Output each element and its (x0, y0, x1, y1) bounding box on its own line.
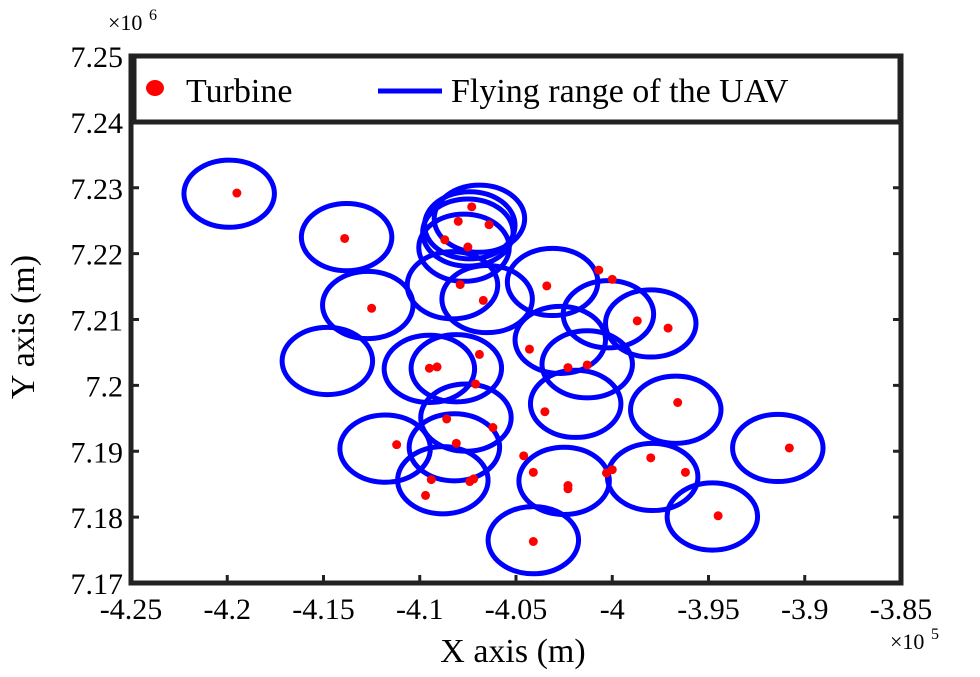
turbine-point (467, 202, 477, 212)
flying-range-ellipse (485, 504, 582, 577)
turbine-point (519, 451, 529, 461)
turbine-point (451, 438, 461, 448)
flying-range-ellipse (664, 480, 761, 553)
y-tick-label: 7.17 (71, 568, 124, 601)
turbine-point (528, 536, 538, 546)
x-tick-label: -3.9 (781, 593, 829, 626)
x-tick-label: -4.05 (485, 593, 548, 626)
turbine-point (424, 363, 434, 373)
y-tick-label: 7.25 (71, 41, 124, 74)
turbine-point (488, 423, 498, 433)
flying-range-ellipse (604, 440, 701, 514)
x-tick-label: -4.15 (292, 593, 355, 626)
turbine-point (426, 475, 436, 485)
turbine-point (563, 484, 573, 494)
y-axis-multiplier: ×10 6 (108, 7, 157, 35)
flying-range-ellipse (408, 332, 505, 405)
x-multiplier-exponent: 5 (931, 626, 939, 643)
x-axis-tick-labels: -4.25 -4.2 -4.15 -4.1 -4.05 -4 -3.95 -3.9 -3.85 (100, 593, 933, 626)
legend-turbine-marker (146, 80, 164, 96)
flying-range-ellipse (628, 373, 724, 446)
turbine-point (484, 220, 494, 230)
turbine-point (367, 303, 377, 313)
turbine-point (478, 295, 488, 305)
flying-range-ellipse (320, 268, 416, 342)
x-tick-label: -4.2 (204, 593, 252, 626)
y-multiplier-base: ×10 (108, 10, 142, 35)
turbine-point (421, 490, 431, 500)
x-multiplier-base: ×10 (890, 629, 924, 654)
turbine-point (542, 281, 552, 291)
turbine-point (455, 280, 465, 290)
flying-range-ellipse (279, 324, 376, 398)
turbine-point (680, 467, 690, 477)
flying-range-ellipse (439, 262, 535, 336)
turbine-point (646, 453, 656, 463)
turbine-point (632, 316, 642, 326)
turbine-point (392, 440, 402, 450)
turbine-point (784, 443, 794, 453)
flying-range-series (181, 157, 826, 577)
flying-range-ellipse (431, 182, 528, 255)
flying-range-ellipse (539, 328, 635, 401)
turbine-series (232, 188, 794, 546)
flying-range-ellipse (603, 287, 699, 360)
turbine-point (232, 188, 242, 198)
turbine-point (607, 465, 617, 475)
x-tick-label: -4.1 (396, 593, 444, 626)
turbine-point (469, 474, 479, 484)
x-tick-label: -4.25 (100, 593, 163, 626)
y-multiplier-exponent: 6 (149, 7, 157, 24)
turbine-point (471, 379, 481, 389)
turbine-point (524, 344, 534, 354)
turbine-point (663, 323, 673, 333)
y-tick-label: 7.2 (86, 370, 124, 403)
x-tick-label: -4 (600, 593, 625, 626)
turbine-point (474, 349, 484, 359)
flying-range-ellipse (730, 411, 826, 485)
y-tick-label: 7.19 (71, 436, 124, 469)
x-axis-title: X axis (m) (440, 633, 585, 670)
x-tick-label: -3.85 (870, 593, 933, 626)
flying-range-ellipse (406, 411, 503, 484)
legend-box (131, 53, 903, 125)
y-tick-label: 7.23 (71, 173, 124, 206)
turbine-point (713, 511, 723, 521)
y-axis-title: Y axis (m) (5, 255, 42, 399)
turbine-point (440, 235, 450, 245)
turbine-point (340, 233, 350, 243)
turbine-point (463, 242, 473, 252)
turbine-point (563, 363, 573, 373)
turbine-point (442, 414, 452, 424)
flying-range-ellipse (381, 332, 478, 406)
x-tick-label: -3.95 (677, 593, 740, 626)
turbine-point (528, 467, 538, 477)
flying-range-ellipse (527, 367, 624, 440)
legend: Turbine Flying range of the UAV (131, 53, 903, 125)
y-tick-label: 7.21 (71, 305, 124, 338)
flying-range-ellipse (395, 444, 491, 517)
turbine-point (594, 265, 604, 275)
flying-range-ellipse (181, 157, 277, 230)
legend-range-label: Flying range of the UAV (451, 73, 789, 110)
y-tick-label: 7.24 (71, 107, 124, 140)
turbine-point (607, 274, 617, 284)
plot-area-frame (128, 53, 904, 586)
legend-turbine-label: Turbine (186, 73, 292, 110)
x-axis-multiplier: ×10 5 (890, 626, 939, 654)
turbine-point (582, 360, 592, 370)
flying-range-ellipse (416, 211, 512, 284)
turbine-point (673, 398, 683, 408)
turbine-point (432, 362, 442, 372)
axis-ticks (129, 54, 903, 585)
turbine-point (540, 407, 550, 417)
turbine-point (453, 216, 463, 226)
flying-range-ellipse (298, 201, 395, 274)
y-tick-label: 7.22 (71, 239, 124, 272)
y-axis-tick-labels: 7.17 7.18 7.19 7.2 7.21 7.22 7.23 7.24 7.25 (71, 41, 124, 601)
y-tick-label: 7.18 (71, 502, 124, 535)
